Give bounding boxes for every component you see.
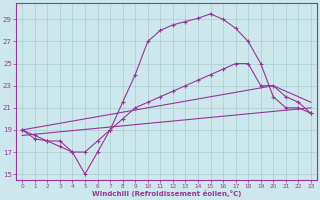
X-axis label: Windchill (Refroidissement éolien,°C): Windchill (Refroidissement éolien,°C) <box>92 190 241 197</box>
